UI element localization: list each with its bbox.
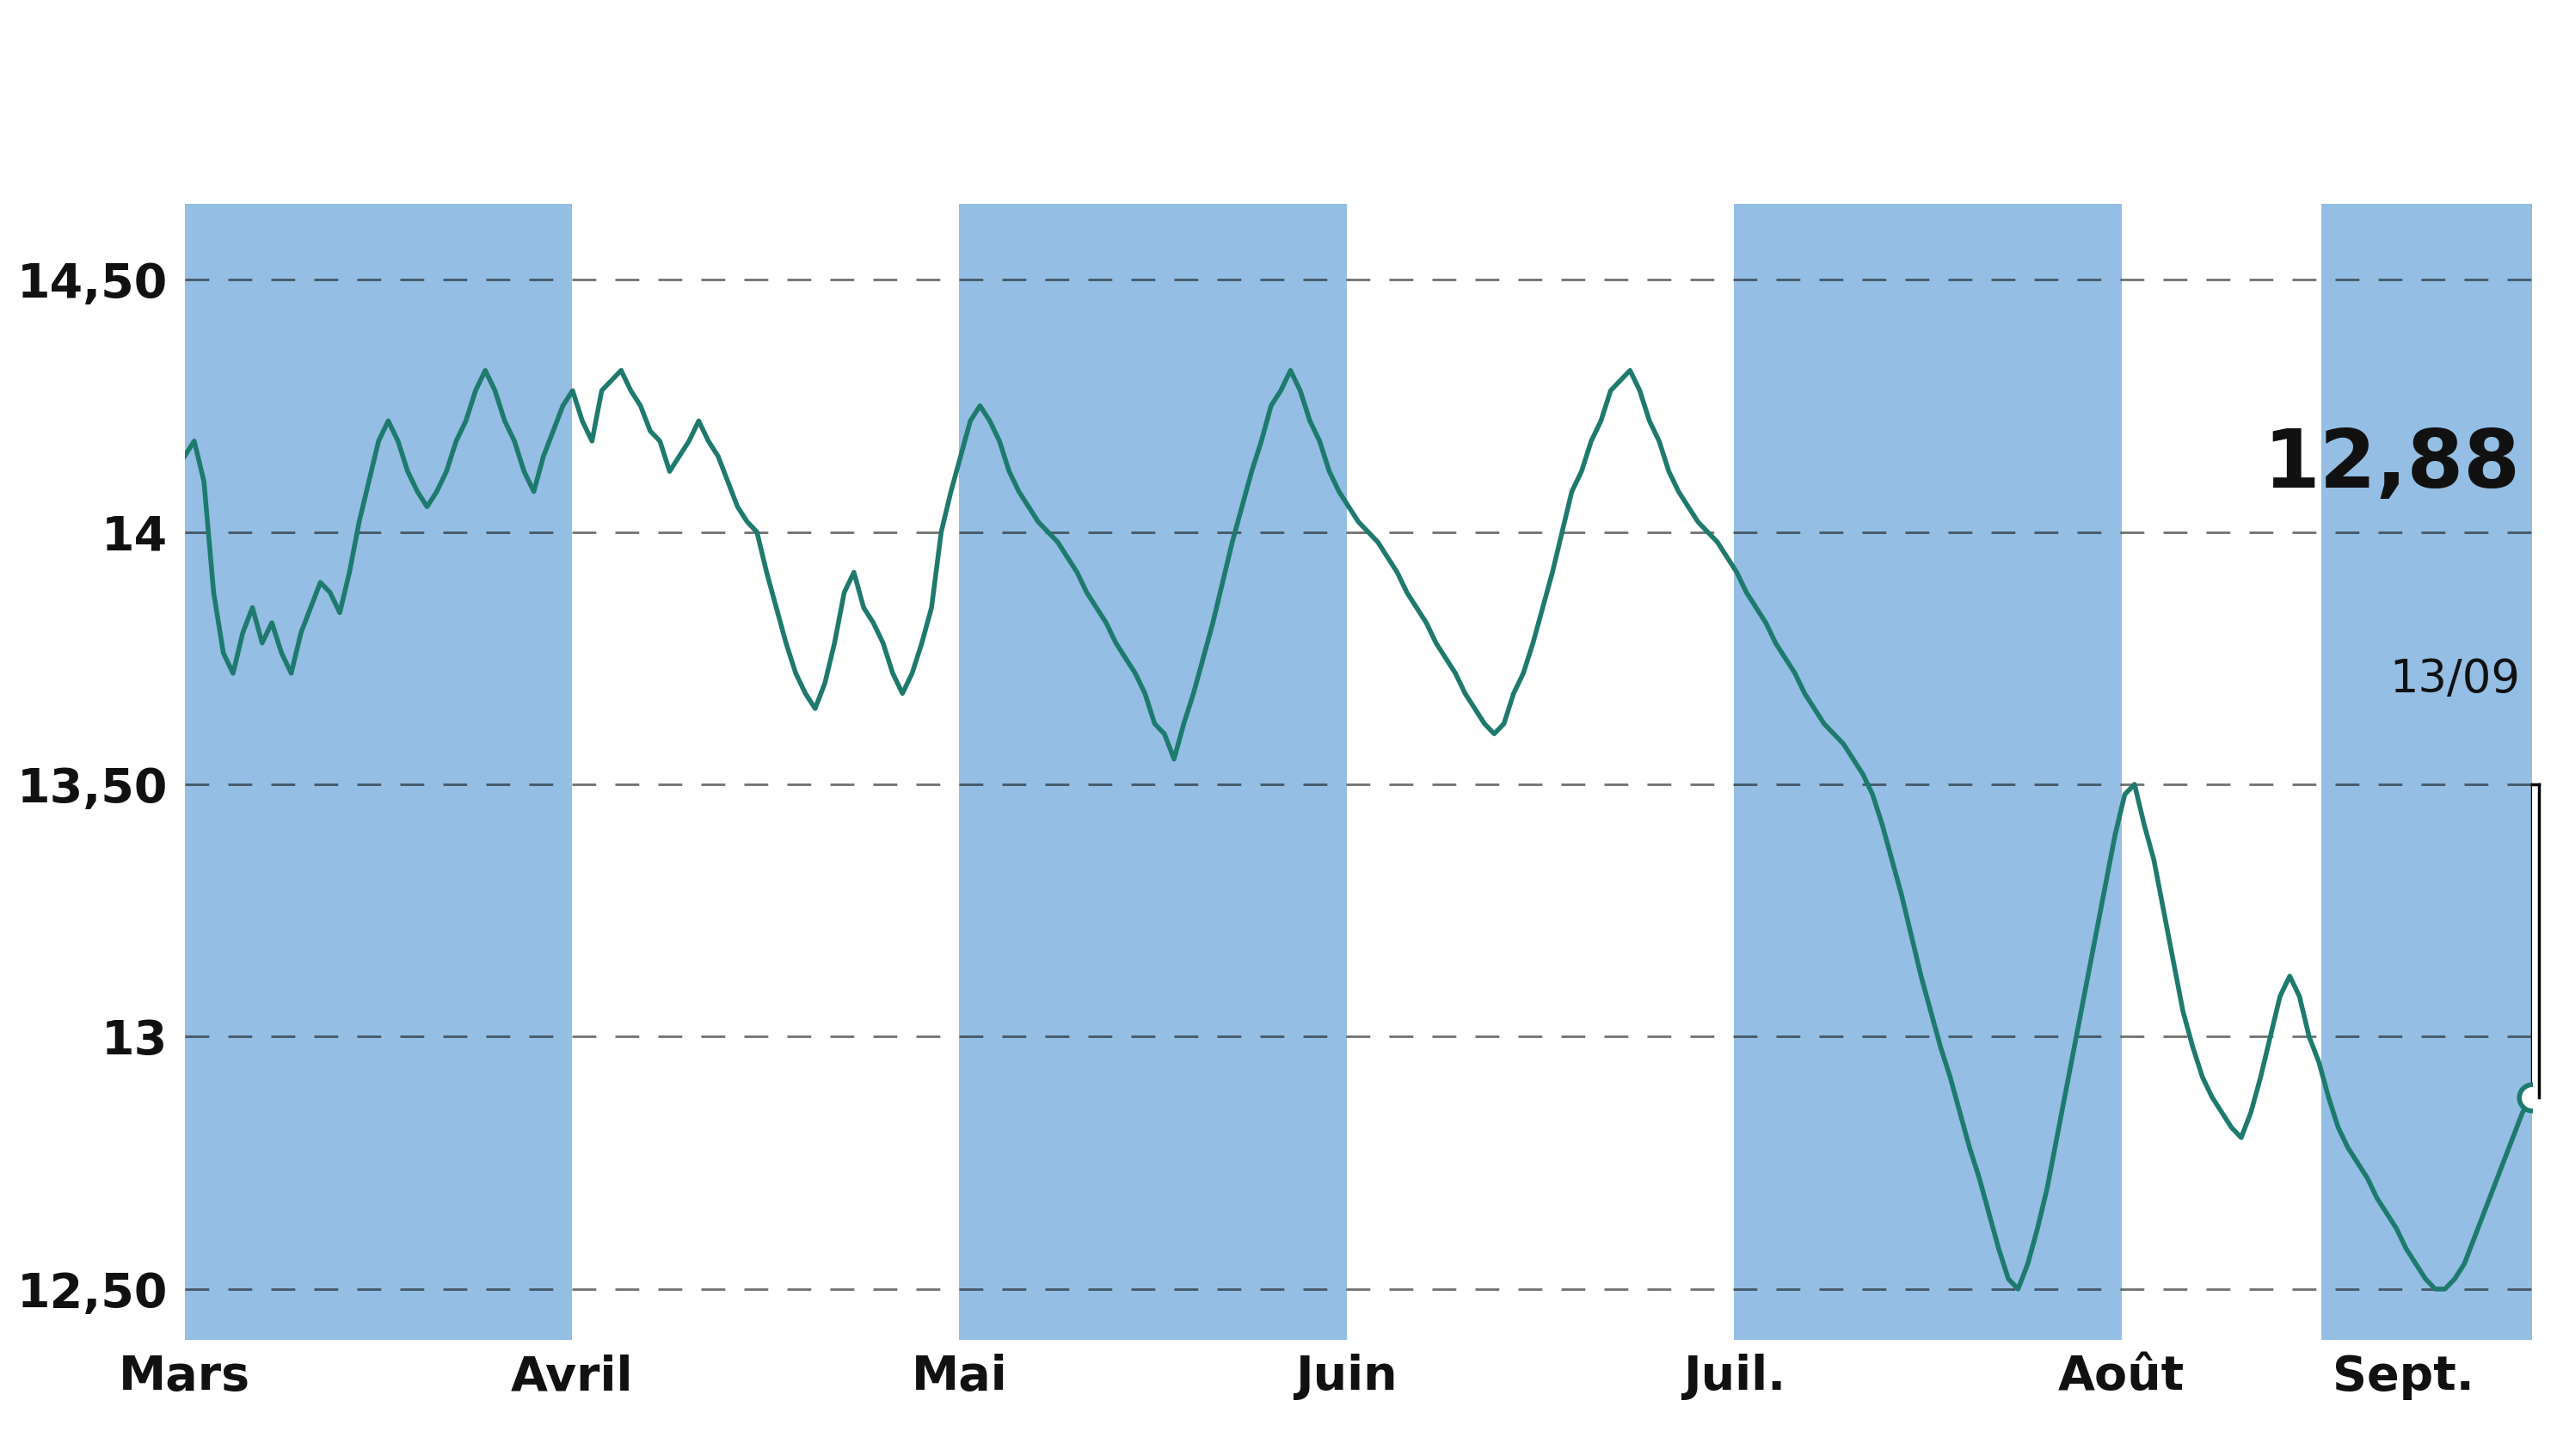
Text: Gladstone Investment Corporation: Gladstone Investment Corporation xyxy=(349,35,2214,128)
Bar xyxy=(959,204,1346,1340)
Text: 13/09: 13/09 xyxy=(2389,658,2519,702)
Bar xyxy=(1735,204,2122,1340)
Bar xyxy=(185,204,572,1340)
Text: 12,88: 12,88 xyxy=(2263,425,2519,505)
Bar xyxy=(2322,204,2532,1340)
